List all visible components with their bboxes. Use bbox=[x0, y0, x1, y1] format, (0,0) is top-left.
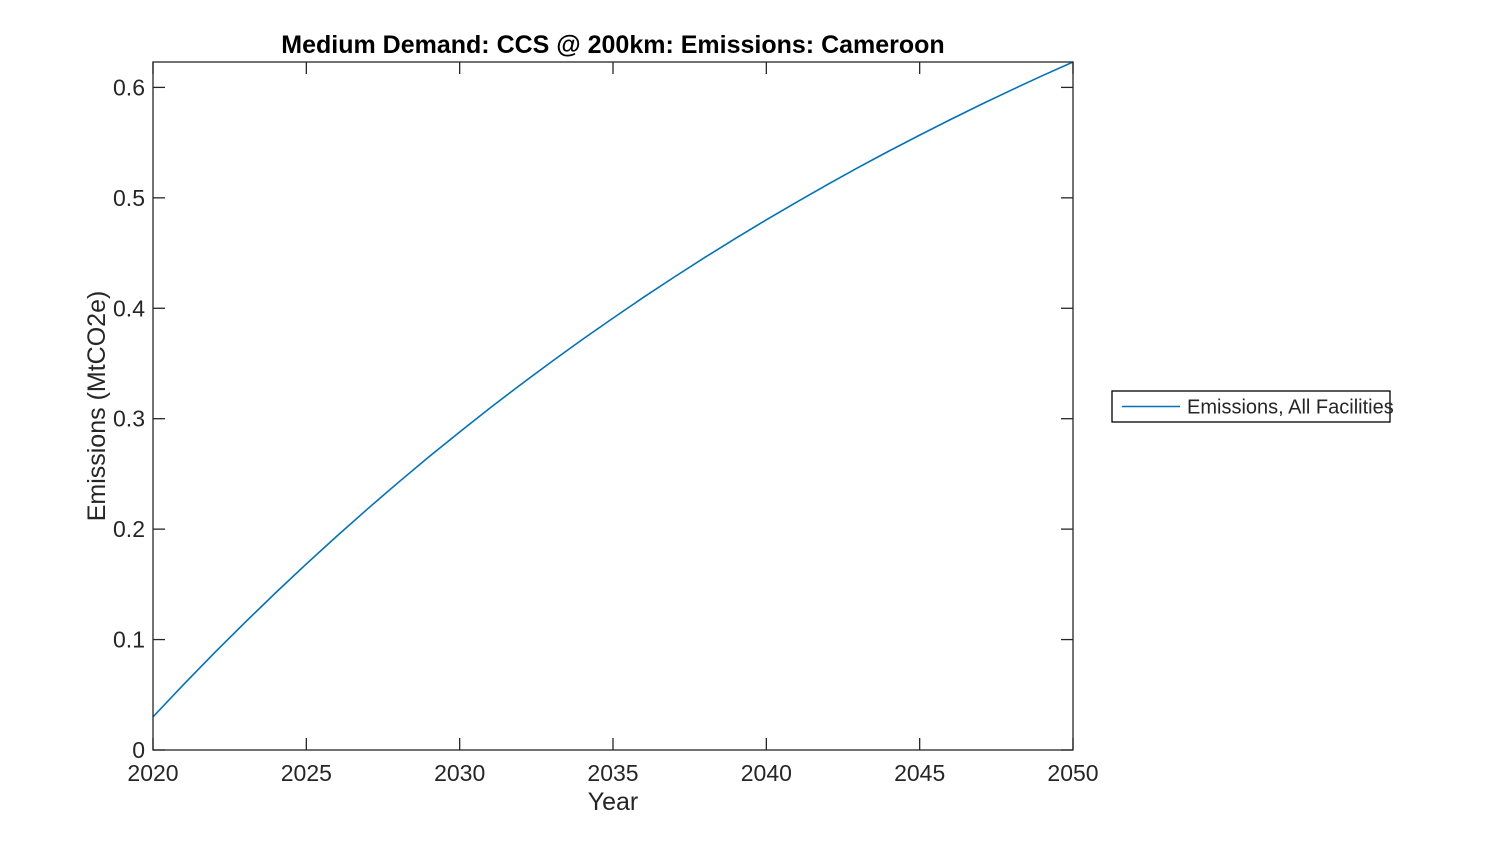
y-tick-label: 0.4 bbox=[113, 295, 145, 321]
x-tick-label: 2045 bbox=[894, 760, 945, 786]
x-tick-label: 2020 bbox=[127, 760, 178, 786]
x-tick-label: 2040 bbox=[741, 760, 792, 786]
x-tick-label: 2050 bbox=[1047, 760, 1098, 786]
y-tick-label: 0.2 bbox=[113, 516, 145, 542]
y-tick-label: 0.3 bbox=[113, 406, 145, 432]
x-axis-label: Year bbox=[588, 788, 639, 816]
x-tick-label: 2025 bbox=[281, 760, 332, 786]
y-tick-label: 0 bbox=[132, 737, 145, 763]
x-tick-label: 2035 bbox=[587, 760, 638, 786]
data-line bbox=[152, 61, 1074, 718]
legend-label: Emissions, All Facilities bbox=[1187, 397, 1394, 419]
x-tick-label: 2030 bbox=[434, 760, 485, 786]
plot-background bbox=[153, 62, 1073, 750]
y-axis-label: Emissions (MtCO2e) bbox=[83, 291, 111, 522]
chart-title: Medium Demand: CCS @ 200km: Emissions: C… bbox=[281, 31, 944, 59]
plot-border bbox=[152, 61, 1074, 751]
y-tick-label: 0.5 bbox=[113, 185, 145, 211]
y-tick-label: 0.6 bbox=[113, 74, 145, 100]
y-tick-label: 0.1 bbox=[113, 627, 145, 653]
